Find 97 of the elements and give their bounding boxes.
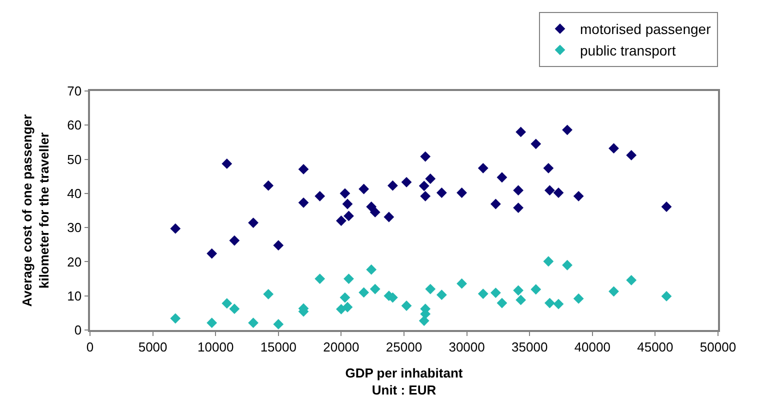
y-tick-label: 10 [67,288,82,304]
point [478,288,488,300]
point [263,180,274,191]
y-tick-label: 60 [67,118,82,133]
point [206,248,218,259]
y-tick-label: 20 [67,254,82,270]
x-tick-label: 0 [86,339,94,354]
point [516,294,526,306]
point [314,274,326,284]
point [456,278,467,289]
point [608,286,619,297]
x-tick-label: 25000 [386,339,422,354]
point [543,162,554,174]
x-tick-label: 35000 [512,339,548,354]
point [490,198,501,210]
point [342,198,353,210]
x-axis-title: GDP per inhabitant Unit : EUR [345,365,464,398]
point [222,298,232,309]
point [513,185,524,196]
point [248,218,258,228]
point [170,313,181,324]
x-tick-label: 20000 [323,339,360,354]
point [496,172,508,183]
point [170,223,181,234]
point [248,318,258,328]
x-tick-label: 45000 [637,339,674,354]
x-tick-label: 50000 [700,339,736,354]
point [573,293,584,304]
x-tick-label: 30000 [448,339,485,354]
point [314,190,326,202]
point [661,202,672,212]
point [490,288,501,298]
y-axis-title: Average cost of one passenger kilometer for the traveller [20,114,52,307]
point [425,284,436,294]
point [273,240,284,251]
point [544,298,555,308]
point [496,298,508,308]
point [544,185,555,196]
point [366,202,377,212]
point [626,150,637,160]
point [358,184,370,194]
y-tick-label: 50 [67,152,82,167]
point [562,260,572,270]
point [401,176,412,188]
point [478,162,488,174]
x-tick-label: 5000 [138,339,168,354]
point [344,274,354,284]
point [516,126,526,138]
y-tick-label: 30 [67,220,82,236]
point [366,264,377,275]
point [436,188,447,198]
legend-label: motorised passenger [580,21,712,38]
y-tick-label: 40 [67,186,82,201]
point [336,216,346,226]
point [388,180,398,191]
point [513,202,524,213]
point [562,124,572,136]
point [553,298,564,310]
x-tick-label: 15000 [260,339,296,354]
point [456,188,467,198]
y-tick-label: 0 [74,322,82,338]
point [543,256,554,267]
point [661,291,672,302]
point [530,284,542,295]
point [513,285,524,296]
point [229,304,240,314]
point [229,235,240,246]
point [425,174,436,184]
point [530,138,542,150]
point [418,180,430,192]
point [370,284,380,294]
point [418,316,430,326]
point [573,190,584,202]
point [401,300,412,311]
point [436,290,447,300]
point [340,188,350,199]
point [340,292,350,303]
point [206,318,218,328]
y-tick-label: 70 [67,84,82,99]
legend-label: public transport [580,42,676,58]
point [553,188,564,198]
point [370,207,380,218]
point [273,319,284,330]
point [298,197,309,208]
point [298,164,309,174]
point [344,210,354,222]
point [420,151,431,162]
point [358,287,370,298]
point [263,288,274,300]
x-tick-label: 40000 [574,339,610,354]
point [626,274,637,286]
point [608,143,619,154]
point [420,190,431,202]
x-tick-label: 10000 [198,339,234,354]
point [222,158,232,169]
point [342,302,353,312]
point [384,212,394,222]
